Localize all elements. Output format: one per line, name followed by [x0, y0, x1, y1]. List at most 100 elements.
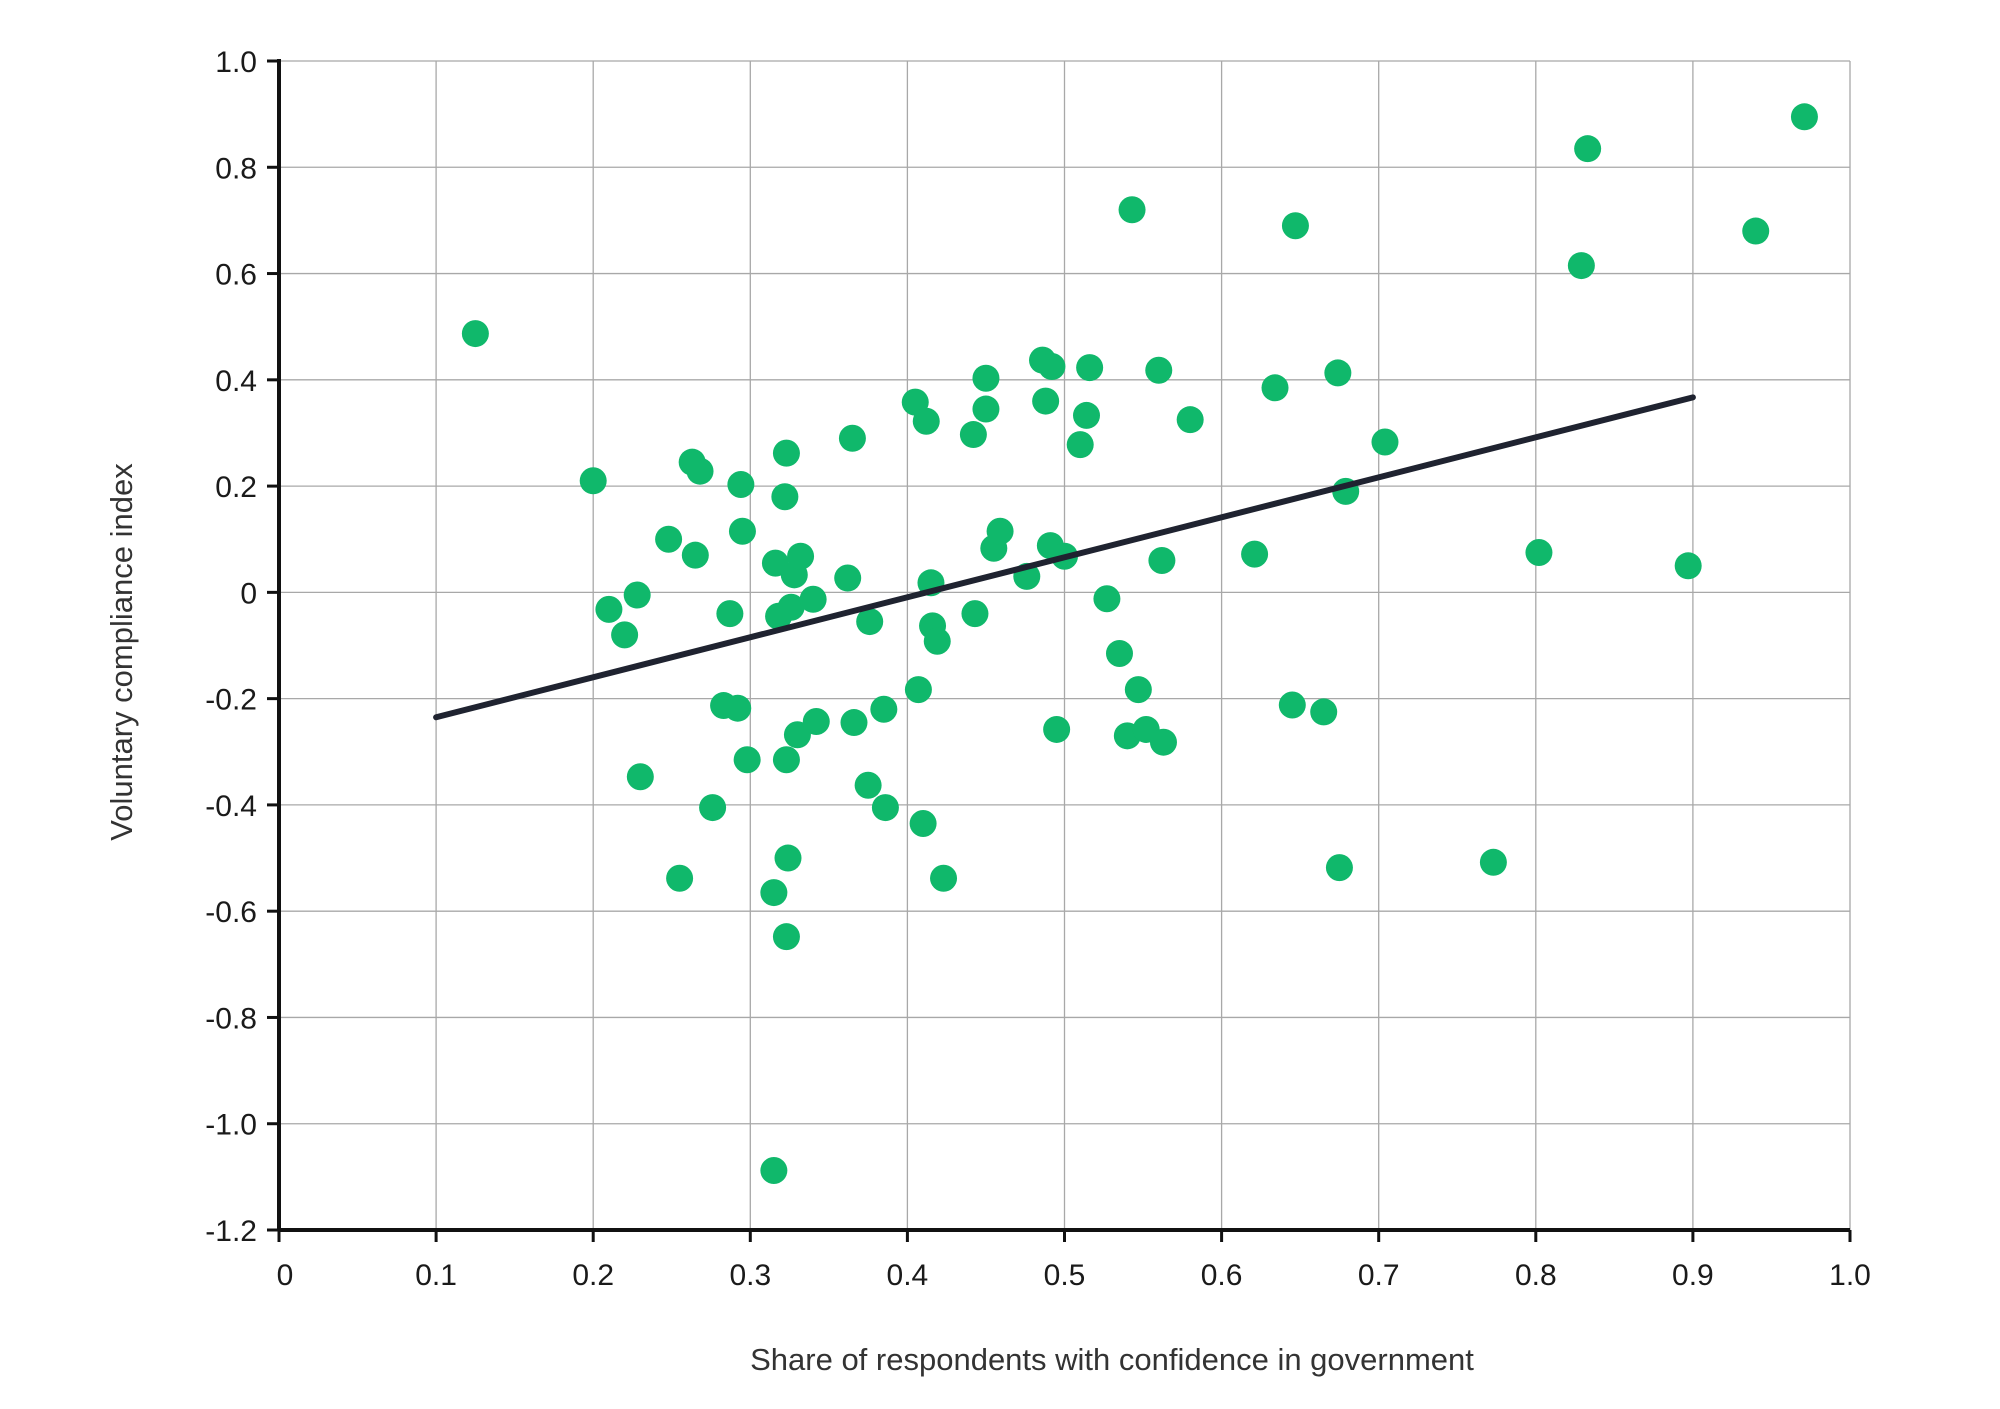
data-point: [1371, 428, 1399, 456]
data-point: [777, 593, 805, 621]
data-point: [1742, 217, 1770, 245]
y-tick-label: 0.2: [215, 471, 257, 504]
data-point: [787, 542, 815, 570]
x-tick-label: 0.9: [1672, 1259, 1714, 1292]
y-axis-title: Voluntary compliance index: [104, 463, 139, 841]
y-tick-label: 1.0: [215, 46, 257, 79]
data-point: [772, 439, 800, 467]
data-point: [1525, 539, 1553, 567]
data-point: [783, 721, 811, 749]
data-point: [716, 600, 744, 628]
tick-labels: 0 0.1 0.2 0.3 0.4 0.5 0.6 0.7 0.8 0.9 1.0 1.0 0.8 0.6…: [205, 46, 1871, 1292]
data-point: [1145, 356, 1173, 384]
data-point: [930, 864, 958, 892]
data-point: [724, 694, 752, 722]
y-tick-label: -0.8: [205, 1002, 257, 1035]
x-tick-label: 0.2: [572, 1259, 614, 1292]
data-point: [686, 457, 714, 485]
x-tick-label: 1.0: [1829, 1259, 1871, 1292]
x-tick-label: 0.4: [887, 1259, 929, 1292]
data-point: [1574, 135, 1602, 163]
data-point: [959, 421, 987, 449]
data-point: [623, 581, 651, 609]
data-point: [909, 810, 937, 838]
data-point: [986, 517, 1014, 545]
data-point: [1310, 698, 1338, 726]
data-point: [461, 320, 489, 348]
trendline-layer: [433, 394, 1696, 721]
x-tick-label: 0.6: [1201, 1259, 1243, 1292]
data-point: [1278, 691, 1306, 719]
data-point: [771, 483, 799, 511]
data-point: [856, 608, 884, 636]
data-point: [1479, 848, 1507, 876]
data-point: [579, 467, 607, 495]
x-tick-label: 0.1: [415, 1259, 457, 1292]
data-point: [1148, 546, 1176, 574]
data-point: [1790, 103, 1818, 131]
data-point: [923, 627, 951, 655]
data-point: [1324, 359, 1352, 387]
data-point: [772, 923, 800, 951]
x-tick-label: 0.5: [1044, 1259, 1086, 1292]
y-tick-label: -1.2: [205, 1215, 257, 1248]
data-point: [1076, 354, 1104, 382]
data-point: [912, 407, 940, 435]
data-point: [1281, 212, 1309, 240]
data-point: [961, 600, 989, 628]
data-point: [854, 771, 882, 799]
data-point: [870, 695, 898, 723]
data-point: [774, 844, 802, 872]
data-point: [871, 794, 899, 822]
y-tick-label: 0.6: [215, 259, 257, 292]
x-tick-label: 0.3: [729, 1259, 771, 1292]
y-tick-label: -0.2: [205, 684, 257, 717]
axes: [267, 59, 1852, 1242]
data-point: [972, 395, 1000, 423]
data-point: [595, 595, 623, 623]
data-point: [1325, 854, 1353, 882]
data-point: [760, 1156, 788, 1184]
data-point: [1149, 728, 1177, 756]
data-point: [972, 364, 1000, 392]
data-point: [772, 746, 800, 774]
data-point: [699, 794, 727, 822]
gridlines: [279, 60, 1851, 1230]
y-tick-label: 0: [240, 577, 257, 610]
x-tick-label: 0.7: [1358, 1259, 1400, 1292]
y-tick-label: -1.0: [205, 1109, 257, 1142]
y-tick-label: 0.8: [215, 152, 257, 185]
data-point: [1093, 585, 1121, 613]
data-point: [1043, 715, 1071, 743]
data-point: [1032, 387, 1060, 415]
data-point: [728, 517, 756, 545]
data-point: [1124, 676, 1152, 704]
data-point: [1176, 406, 1204, 434]
data-point: [1072, 401, 1100, 429]
data-point: [626, 763, 654, 791]
data-point: [666, 864, 694, 892]
data-point: [1118, 196, 1146, 224]
data-point: [834, 564, 862, 592]
data-point: [727, 470, 755, 498]
data-point: [1674, 552, 1702, 580]
data-point: [760, 879, 788, 907]
data-point: [655, 525, 683, 553]
x-tick-label: 0: [277, 1259, 294, 1292]
data-point: [733, 746, 761, 774]
data-point: [1066, 431, 1094, 459]
y-tick-label: 0.4: [215, 365, 257, 398]
data-point: [802, 707, 830, 735]
data-point: [799, 585, 827, 613]
data-point: [904, 676, 932, 704]
y-tick-label: -0.4: [205, 790, 257, 823]
data-point: [840, 709, 868, 737]
data-point: [1261, 374, 1289, 402]
data-point: [838, 424, 866, 452]
trend-line: [433, 394, 1696, 721]
data-points: [461, 103, 1818, 1184]
data-point: [611, 621, 639, 649]
data-point: [1038, 353, 1066, 381]
y-tick-label: -0.6: [205, 896, 257, 929]
